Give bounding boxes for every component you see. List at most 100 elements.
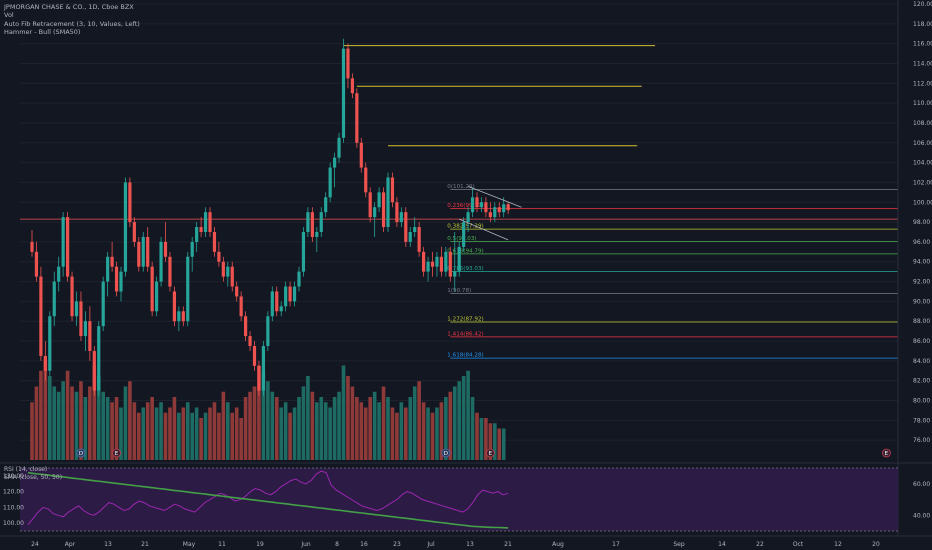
time-tick-label: Aug	[552, 541, 564, 548]
volume-bar	[430, 412, 435, 460]
candle-body	[257, 365, 261, 391]
legend-hammer[interactable]: Hammer - Bull (SMA50)	[4, 27, 81, 36]
time-tick-label: 20	[872, 541, 880, 548]
candle-body	[230, 266, 234, 287]
volume-bar	[52, 386, 57, 460]
fib-label: 1.272(87.92)	[447, 317, 483, 323]
volume-bar	[190, 412, 194, 460]
volume-bar	[212, 402, 217, 460]
candle-body	[43, 355, 47, 371]
price-tick-label: 86.00	[913, 338, 930, 345]
candle-body	[150, 266, 154, 312]
candle-body	[430, 261, 435, 267]
volume-bar	[145, 402, 150, 460]
candle-body	[390, 177, 395, 203]
volume-bar	[368, 397, 372, 460]
candle-body	[381, 192, 386, 228]
price-tick-label: 120.00	[913, 1, 932, 8]
volume-bar	[74, 391, 79, 460]
volume-bar	[404, 407, 408, 460]
candle-body	[328, 167, 332, 198]
volume-bar	[444, 397, 448, 460]
volume-bar	[292, 407, 297, 460]
candle-body	[128, 182, 132, 223]
candle-body	[506, 204, 510, 211]
time-tick-label: 19	[256, 541, 264, 548]
candle-body	[39, 276, 43, 356]
volume-bar	[185, 402, 190, 460]
volume-bar	[141, 407, 146, 460]
candle-body	[493, 207, 497, 218]
event-marker-label: D	[79, 451, 83, 457]
trendline-upper	[467, 186, 522, 208]
price-tick-label: 116.00	[913, 41, 932, 48]
volume-bar	[243, 397, 248, 460]
volume-bar	[132, 402, 137, 460]
volume-bar	[266, 381, 270, 460]
candle-body	[70, 276, 74, 317]
time-tick-label: 22	[756, 541, 764, 548]
volume-bar	[448, 391, 453, 460]
volume-bar	[306, 376, 310, 460]
volume-bar	[123, 386, 128, 460]
time-tick-label: May	[183, 541, 196, 548]
time-tick-label: 17	[612, 541, 620, 548]
volume-bar	[346, 376, 350, 460]
volume-bar	[226, 402, 230, 460]
volume-bar	[88, 386, 92, 460]
candle-body	[244, 316, 248, 337]
candle-body	[475, 197, 479, 208]
candle-body	[310, 212, 314, 237]
candle-body	[235, 286, 239, 297]
legend-rsi[interactable]: RSI (14, close)	[4, 466, 48, 473]
candle-body	[92, 350, 96, 391]
candle-body	[466, 212, 470, 223]
candle-body	[319, 212, 323, 232]
legend-symbol[interactable]: JPMORGAN CHASE & CO., 1D, Cboe BZX	[4, 3, 134, 11]
candle-body	[324, 197, 328, 213]
price-tick-label: 98.00	[913, 219, 930, 226]
candle-body	[261, 346, 265, 391]
price-tick-label: 112.00	[913, 80, 932, 87]
volume-bar	[150, 397, 154, 460]
volume-bar	[221, 391, 226, 460]
volume-bar	[137, 412, 141, 460]
volume-bar	[452, 386, 457, 460]
event-marker	[112, 448, 121, 458]
volume-bar	[461, 376, 466, 460]
volume-bar	[297, 397, 301, 460]
candle-body	[132, 222, 136, 242]
legend-rsi-sma[interactable]: SMA (close, 50, 50)	[4, 473, 63, 481]
time-tick-label: 16	[360, 541, 368, 548]
volume-bar	[43, 360, 48, 460]
fib-label: 0.382(97.29)	[447, 224, 483, 230]
volume-bar	[435, 407, 439, 460]
candle-body	[355, 93, 359, 143]
volume-bar	[110, 402, 114, 460]
event-marker	[441, 448, 451, 458]
time-tick-label: 13	[466, 541, 474, 548]
rsi-left-tick-label: 110.00	[3, 504, 24, 511]
volume-bar	[412, 386, 417, 460]
candle-body	[155, 281, 159, 312]
time-tick-label: 14	[718, 541, 726, 548]
volume-bar	[270, 391, 275, 460]
volume-bar	[203, 412, 208, 460]
volume-bar	[230, 412, 235, 460]
volume-bar	[177, 412, 181, 460]
trendline-lower	[459, 218, 509, 241]
volume-bar	[288, 412, 292, 460]
candle-body	[462, 222, 466, 247]
volume-bar	[257, 365, 261, 460]
event-marker-label: D	[444, 451, 448, 457]
price-axis: 120.00 118.00 116.00 114.00 112.00 110.00 108.…	[913, 1, 932, 444]
candle-body	[444, 251, 448, 272]
volume-bar	[372, 391, 377, 460]
candle-body	[30, 241, 34, 252]
time-tick-label: Oct	[793, 541, 804, 548]
candle-body	[203, 212, 208, 232]
legend-fib[interactable]: Auto Fib Retracement (3, 10, Values, Lef…	[4, 19, 140, 28]
legend-volume[interactable]: Vol	[4, 11, 14, 20]
volume-bar	[319, 397, 324, 460]
